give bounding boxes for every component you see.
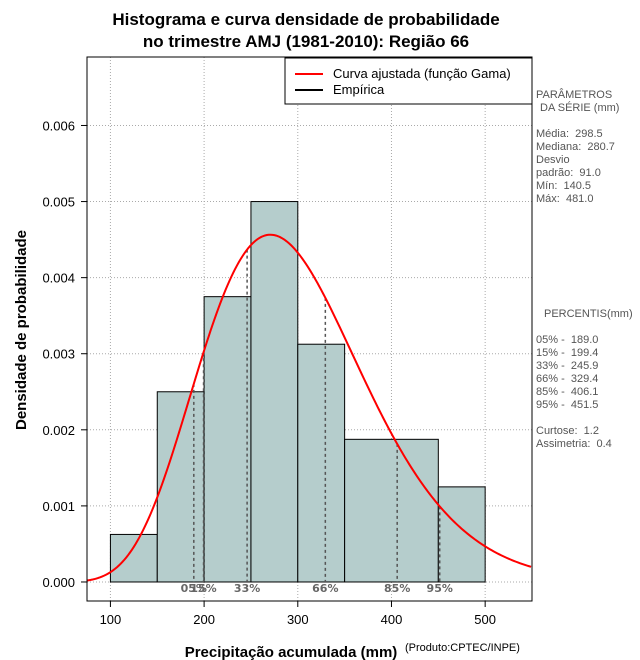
y-tick-label: 0.006 xyxy=(42,118,75,133)
y-tick-label: 0.003 xyxy=(42,347,75,362)
legend: Curva ajustada (função Gama) Empírica xyxy=(284,57,533,105)
stat-media: Média: 298.5 xyxy=(536,128,603,140)
percentile-label: 95% xyxy=(427,582,453,595)
percentile-66: 66% - 329.4 xyxy=(536,373,599,385)
percentile-33: 33% - 245.9 xyxy=(536,360,599,372)
y-axis: 0.000 0.001 0.002 0.003 0.004 0.005 0.006 xyxy=(42,118,87,590)
x-tick-label: 200 xyxy=(193,612,215,627)
stat-desvio-2: padrão: 91.0 xyxy=(536,167,601,179)
histogram-bar xyxy=(250,201,299,583)
stat-curtose: Curtose: 1.2 xyxy=(536,425,599,437)
legend-box xyxy=(284,57,533,105)
percentile-85: 85% - 406.1 xyxy=(536,386,599,398)
histogram-bar xyxy=(109,533,158,583)
percentile-95: 95% - 451.5 xyxy=(536,399,599,411)
x-axis-label: Precipitação acumulada (mm) xyxy=(185,644,398,660)
stat-assimetria: Assimetria: 0.4 xyxy=(536,438,612,450)
params-title-1: PARÂMETROS xyxy=(536,89,613,101)
legend-label-empirical: Empírica xyxy=(333,82,385,97)
y-tick-label: 0.001 xyxy=(42,499,75,514)
x-tick-label: 100 xyxy=(100,612,122,627)
stat-min: Mín: 140.5 xyxy=(536,180,592,192)
stat-mediana: Mediana: 280.7 xyxy=(536,141,615,153)
percentile-label: 33% xyxy=(234,582,260,595)
credit-text: (Produto:CPTEC/INPE) xyxy=(405,642,520,654)
legend-label-curve: Curva ajustada (função Gama) xyxy=(333,66,511,81)
percentile-05: 05% - 189.0 xyxy=(536,334,599,346)
stat-max: Máx: 481.0 xyxy=(536,193,594,205)
histogram-bar xyxy=(437,486,486,583)
gamma-curve xyxy=(86,233,532,582)
params-title-2: DA SÉRIE (mm) xyxy=(540,102,620,114)
series-parameters-panel: PARÂMETROS DA SÉRIE (mm) Média: 298.5 Me… xyxy=(536,89,640,206)
x-axis: 100 200 300 400 500 xyxy=(100,601,496,627)
y-tick-label: 0.004 xyxy=(42,271,75,286)
percentile-label: 66% xyxy=(312,582,338,595)
x-tick-label: 300 xyxy=(287,612,309,627)
percentile-label: 05% xyxy=(181,582,207,595)
percentile-label: 15% xyxy=(190,582,216,595)
histogram-bar xyxy=(156,391,205,583)
histogram-bar xyxy=(297,343,346,583)
percentile-label: 85% xyxy=(384,582,410,595)
percentile-15: 15% - 199.4 xyxy=(536,347,599,359)
histogram-bars xyxy=(109,201,486,583)
x-tick-label: 500 xyxy=(474,612,496,627)
percentis-title: PERCENTIS(mm) xyxy=(544,308,633,320)
chart-title-line-2: no trimestre AMJ (1981-2010): Região 66 xyxy=(143,32,469,51)
y-tick-label: 0.005 xyxy=(42,195,75,210)
chart-title-line-1: Histograma e curva densidade de probabil… xyxy=(112,10,499,29)
percentiles-panel: PERCENTIS(mm) 05% - 189.0 15% - 199.4 33… xyxy=(536,308,640,451)
y-axis-label: Densidade de probabilidade xyxy=(13,230,30,430)
percentile-lines: 05%15% 33% 66% 85% 95% xyxy=(181,249,453,595)
y-tick-label: 0.000 xyxy=(42,575,75,590)
plot-frame xyxy=(86,56,533,602)
stat-desvio-1: Desvio xyxy=(536,154,570,166)
y-tick-label: 0.002 xyxy=(42,423,75,438)
histogram-bar xyxy=(344,438,439,583)
x-tick-label: 400 xyxy=(381,612,403,627)
histogram-bar xyxy=(203,296,252,583)
